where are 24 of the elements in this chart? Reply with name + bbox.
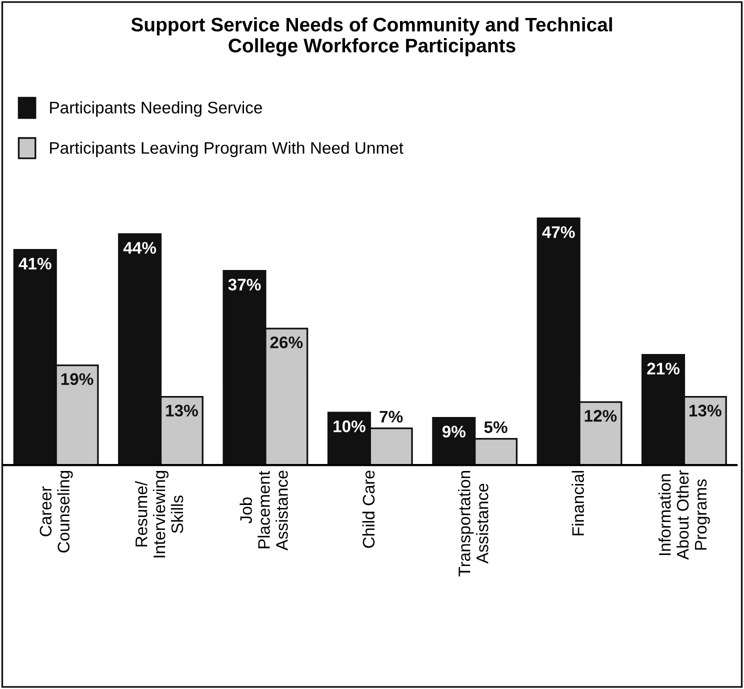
x-tick-label: Career Counseling [40, 471, 73, 552]
data-label: 9% [442, 426, 466, 438]
data-label: 47% [542, 226, 575, 238]
data-label: 5% [484, 421, 508, 434]
x-tick-label: Financial [572, 471, 584, 536]
data-label: 26% [270, 336, 303, 348]
x-tick-label: Child Care [362, 470, 375, 548]
legend-label: Participants Leaving Program With Need Unmet [50, 142, 404, 158]
data-label: 13% [690, 404, 722, 417]
data-label: 12% [584, 410, 617, 422]
data-label: 10% [334, 420, 366, 432]
x-tick-label: Information About Other Programs [658, 470, 710, 560]
x-tick-label: Job Placement Assistance [240, 470, 288, 550]
x-tick-label: Resume/ Interviewing Skills [135, 471, 184, 558]
data-label: 41% [18, 258, 52, 270]
chart-title: Support Service Needs of Community and Technical College Workforce Participants [131, 17, 612, 56]
data-label: 7% [380, 410, 403, 423]
data-label: 21% [647, 362, 680, 374]
data-label: 37% [228, 278, 261, 291]
data-label: 19% [61, 373, 94, 385]
x-tick-label: Transportation Assistance [458, 471, 488, 576]
legend-label: Participants Needing Service [50, 101, 262, 117]
data-label: 44% [123, 242, 156, 254]
data-label: 13% [166, 404, 198, 417]
